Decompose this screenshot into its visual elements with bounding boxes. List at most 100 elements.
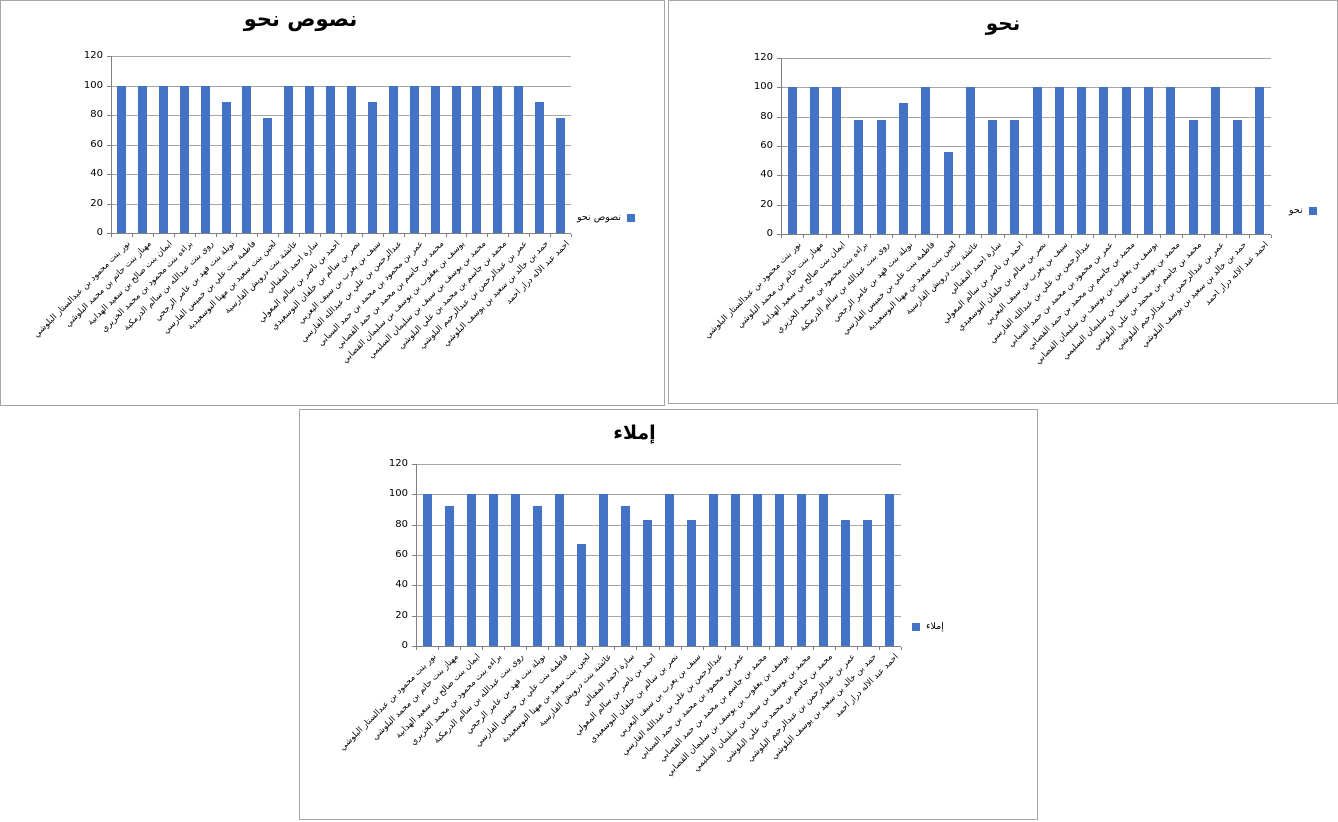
bar[interactable]	[1233, 119, 1243, 234]
bar[interactable]	[1032, 87, 1042, 234]
bar[interactable]	[598, 494, 608, 646]
chart-title[interactable]: نحو	[985, 11, 1021, 35]
bar[interactable]	[819, 494, 829, 646]
bar[interactable]	[556, 117, 566, 233]
bar[interactable]	[554, 494, 564, 646]
bar[interactable]	[137, 85, 147, 233]
x-axis-tick	[194, 234, 196, 237]
bar[interactable]	[532, 506, 542, 646]
bar[interactable]	[1188, 119, 1198, 234]
chart-title[interactable]: نصوص نحو	[243, 7, 358, 31]
x-axis-tick	[981, 235, 983, 238]
bar[interactable]	[430, 85, 440, 233]
x-axis-tick	[592, 647, 594, 650]
bar[interactable]	[263, 117, 273, 233]
x-axis-tick	[1159, 235, 1161, 238]
bar[interactable]	[466, 494, 476, 646]
x-axis-tick	[1003, 235, 1005, 238]
bar[interactable]	[326, 85, 336, 233]
bar[interactable]	[179, 85, 189, 233]
x-axis-tick	[482, 647, 484, 650]
bar[interactable]	[731, 494, 741, 646]
bar[interactable]	[1010, 119, 1020, 234]
bar[interactable]	[116, 85, 126, 233]
bar[interactable]	[876, 119, 886, 234]
bar[interactable]	[284, 85, 294, 233]
bar[interactable]	[809, 87, 819, 234]
bar[interactable]	[514, 85, 524, 233]
bar[interactable]	[1077, 87, 1087, 234]
bar[interactable]	[510, 494, 520, 646]
bar[interactable]	[422, 494, 432, 646]
bar[interactable]	[854, 119, 864, 234]
bar[interactable]	[242, 85, 252, 233]
bar[interactable]	[221, 101, 231, 233]
gridline	[111, 85, 571, 87]
bar[interactable]	[1099, 87, 1109, 234]
bar[interactable]	[620, 506, 630, 646]
bar[interactable]	[841, 520, 851, 646]
bar[interactable]	[988, 119, 998, 234]
y-axis-tick	[412, 585, 416, 587]
y-axis-label: 20	[90, 197, 103, 209]
y-axis-tick	[412, 646, 416, 647]
bar[interactable]	[863, 520, 873, 646]
bar[interactable]	[832, 87, 842, 234]
bar[interactable]	[451, 85, 461, 233]
bar[interactable]	[787, 87, 797, 234]
bar[interactable]	[388, 85, 398, 233]
bar[interactable]	[158, 85, 168, 233]
bar[interactable]	[665, 494, 675, 646]
chart-panel-imla[interactable]: إملاء 0 20 40 60 80 100 120 نور بنت محمود بن عب…	[299, 409, 1038, 820]
bar[interactable]	[885, 494, 895, 646]
x-axis-tick	[1181, 235, 1183, 238]
chart-panel-nahw[interactable]: نحو 0 20 40 60 80 100 120 نور بنت محمود بن عبدا…	[668, 0, 1338, 404]
bar[interactable]	[921, 87, 931, 234]
bar[interactable]	[1166, 87, 1176, 234]
bar[interactable]	[943, 151, 953, 234]
y-axis-label: 100	[83, 79, 103, 91]
bar[interactable]	[535, 101, 545, 233]
x-axis-tick	[529, 234, 531, 237]
bar[interactable]	[899, 103, 908, 234]
bar[interactable]	[1255, 87, 1265, 234]
x-axis-tick	[508, 234, 510, 237]
chart-panel-nusus-nahw[interactable]: نصوص نحو 0 20 40 60 80 100 120 نور بنت محمود بن…	[0, 0, 665, 406]
chart-title[interactable]: إملاء	[613, 422, 656, 444]
x-axis-tick	[614, 647, 616, 650]
bar[interactable]	[1121, 87, 1131, 234]
bar[interactable]	[409, 85, 419, 233]
y-axis-tick	[107, 174, 111, 175]
bar[interactable]	[488, 494, 498, 646]
bar[interactable]	[444, 506, 454, 646]
bar[interactable]	[346, 85, 356, 233]
x-axis-tick	[460, 647, 462, 650]
legend[interactable]: نصوص نحو	[577, 212, 635, 223]
bar[interactable]	[965, 87, 975, 234]
bar[interactable]	[1210, 87, 1220, 234]
x-axis-tick	[215, 234, 217, 237]
x-axis-tick	[790, 647, 792, 650]
bar[interactable]	[493, 85, 503, 233]
bar[interactable]	[797, 494, 807, 646]
legend[interactable]: إملاء	[912, 621, 944, 632]
y-axis-label: 120	[388, 458, 408, 469]
bar[interactable]	[687, 520, 697, 646]
x-axis-tick	[131, 234, 133, 237]
gridline	[781, 87, 1271, 89]
bar[interactable]	[1144, 87, 1153, 234]
bar[interactable]	[472, 85, 482, 233]
y-axis-label: 40	[90, 168, 103, 179]
bar[interactable]	[305, 85, 315, 233]
bar[interactable]	[367, 101, 377, 233]
bar[interactable]	[753, 494, 763, 646]
bar[interactable]	[200, 85, 210, 233]
legend[interactable]: نحو	[1289, 205, 1317, 216]
bar[interactable]	[576, 544, 586, 646]
y-axis-tick	[777, 234, 781, 235]
bar[interactable]	[709, 494, 719, 646]
bar[interactable]	[775, 494, 785, 646]
bar[interactable]	[642, 520, 652, 646]
bar[interactable]	[1054, 87, 1064, 234]
y-axis-tick	[412, 615, 416, 617]
